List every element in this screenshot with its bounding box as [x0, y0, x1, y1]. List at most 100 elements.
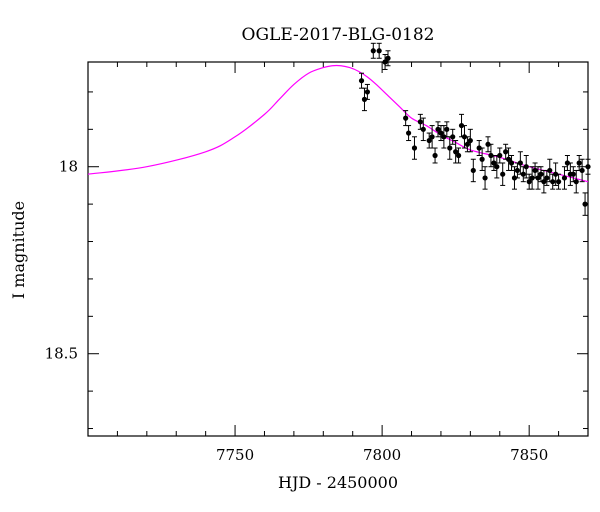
x-tick-label: 7850 [510, 446, 548, 464]
model-curve [87, 64, 589, 183]
point-marker [441, 134, 447, 140]
point-marker [461, 134, 468, 140]
data-point [573, 169, 579, 194]
point-marker [470, 167, 476, 174]
data-point [517, 151, 523, 175]
point-marker [503, 149, 509, 155]
y-axis-ticks: 17.51818.5 [45, 158, 588, 363]
data-point [529, 166, 535, 190]
point-marker [541, 179, 547, 185]
data-point [441, 125, 447, 149]
data-point [582, 192, 588, 216]
data-point [358, 72, 365, 89]
point-marker [420, 126, 426, 132]
point-marker [438, 130, 444, 136]
data-point [511, 166, 518, 190]
point-marker [505, 156, 512, 162]
x-tick-label: 7800 [363, 446, 401, 464]
point-marker [417, 119, 423, 125]
point-marker [535, 175, 541, 181]
point-marker [458, 122, 465, 129]
point-marker [576, 160, 582, 166]
data-point [432, 147, 438, 164]
x-tick-label: 7750 [216, 446, 254, 464]
point-marker [564, 160, 571, 166]
point-marker [500, 171, 506, 177]
data-point [500, 162, 506, 186]
y-tick-label: 18 [59, 158, 78, 176]
point-marker [517, 160, 523, 166]
point-marker [444, 126, 450, 132]
data-point [464, 136, 471, 153]
point-marker [511, 175, 518, 181]
point-marker [453, 149, 459, 155]
data-point [455, 147, 462, 164]
point-marker [405, 130, 412, 136]
data-point [470, 158, 476, 183]
data-point [579, 158, 585, 183]
point-marker [370, 48, 376, 54]
plot-frame [87, 61, 589, 437]
point-marker [508, 160, 515, 166]
data-point [461, 125, 468, 149]
point-marker [523, 164, 529, 170]
point-marker [561, 175, 568, 181]
data-point [482, 166, 488, 190]
chart-title: OGLE-2017-BLG-0182 [242, 25, 435, 45]
point-marker [494, 164, 500, 170]
data-point [535, 166, 541, 190]
data-point [497, 147, 503, 164]
data-point [376, 42, 382, 59]
data-point [458, 113, 465, 138]
point-marker [364, 89, 371, 95]
data-point [532, 162, 538, 179]
data-point [361, 87, 368, 112]
data-point [503, 143, 509, 160]
y-tick-label: 18.5 [45, 345, 78, 363]
point-marker [547, 167, 553, 174]
model-curve-group [87, 64, 589, 183]
point-marker [529, 175, 535, 181]
data-point [435, 121, 441, 138]
point-marker [426, 137, 432, 144]
point-marker [579, 167, 585, 174]
point-marker [447, 145, 453, 151]
point-marker [582, 201, 588, 207]
point-marker [573, 179, 579, 185]
point-marker [488, 152, 494, 159]
point-marker [544, 175, 550, 181]
point-marker [358, 78, 365, 84]
data-point [561, 166, 568, 190]
data-point [553, 162, 559, 186]
minor-ticks [88, 62, 589, 436]
data-point [438, 125, 444, 142]
point-marker [485, 141, 491, 147]
point-marker [526, 179, 532, 185]
data-point [488, 143, 494, 168]
data-point [538, 166, 544, 183]
data-points-group [358, 42, 591, 216]
point-marker [585, 164, 591, 170]
point-marker [376, 48, 382, 54]
data-point [476, 140, 482, 156]
point-marker [497, 152, 503, 159]
data-point [420, 117, 426, 142]
data-point [385, 50, 391, 67]
data-point [485, 136, 491, 153]
point-marker [532, 167, 538, 174]
point-marker [432, 152, 438, 159]
data-point [523, 155, 529, 179]
data-point [429, 125, 435, 149]
data-point [450, 128, 456, 145]
data-point [364, 83, 371, 100]
point-marker [403, 115, 409, 121]
point-marker [482, 175, 488, 181]
x-axis-label: HJD - 2450000 [278, 473, 398, 492]
point-marker [476, 145, 482, 151]
data-point [467, 128, 473, 153]
data-point [403, 110, 409, 127]
data-point [382, 54, 388, 70]
data-point [585, 158, 591, 175]
point-marker [553, 171, 559, 177]
